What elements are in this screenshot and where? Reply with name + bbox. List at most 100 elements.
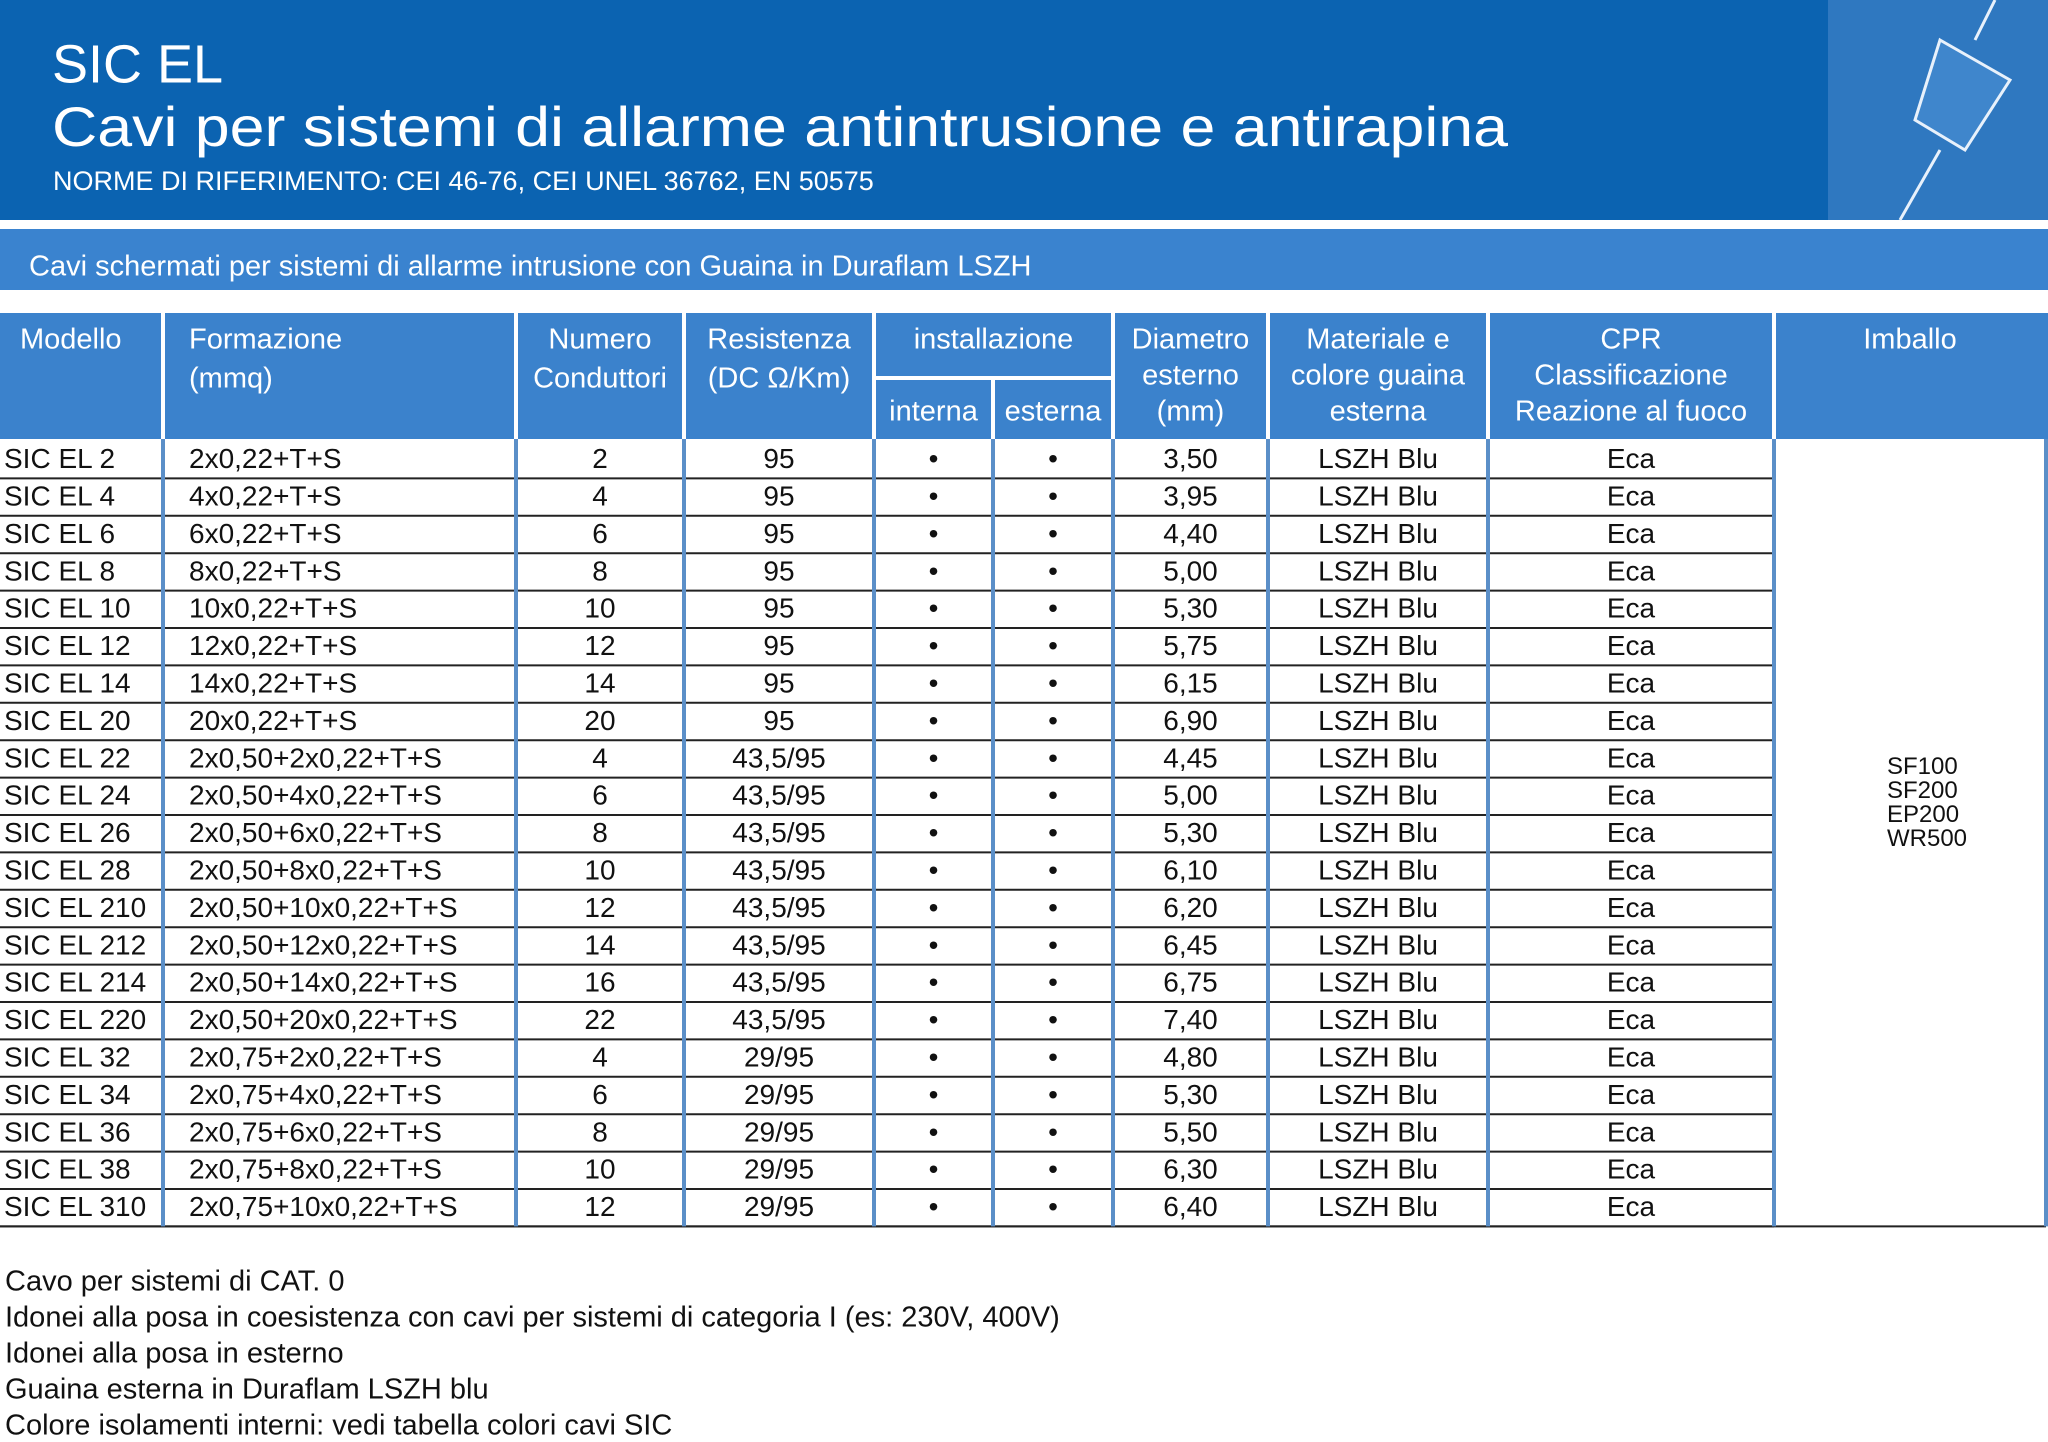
title: SIC EL [52,34,223,94]
cell: • [1048,518,1058,549]
cell: 4 [592,1041,608,1072]
cell: 6,10 [1163,854,1218,885]
cell: SIC EL 214 [4,967,146,998]
cell: 6,90 [1163,705,1218,736]
header-cell: interna [889,396,979,428]
cell: 5,30 [1163,593,1218,624]
cell: Eca [1607,1004,1656,1035]
cell: 12 [584,1191,615,1222]
cell: 95 [763,630,794,661]
cell: • [929,929,939,960]
note: Idonei alla posa in coesistenza con cavi… [5,1302,1060,1334]
cell: 10x0,22+T+S [189,593,357,624]
cell: • [1048,705,1058,736]
cell: 43,5/95 [732,892,825,923]
cell: SIC EL 210 [4,892,146,923]
cell: 5,50 [1163,1116,1218,1147]
cell: • [929,705,939,736]
cell: 10 [584,593,615,624]
cell: Eca [1607,1041,1656,1072]
cell: • [1048,443,1058,474]
cell: Eca [1607,518,1656,549]
cell: LSZH Blu [1318,480,1438,511]
cell: LSZH Blu [1318,1154,1438,1185]
cell: 2x0,50+20x0,22+T+S [189,1004,458,1035]
cell: 8 [592,1116,608,1147]
header-cell: esterna [1330,396,1428,428]
cell: 95 [763,443,794,474]
cell: Eca [1607,892,1656,923]
packaging: SF100 [1887,753,1958,780]
cell: Eca [1607,593,1656,624]
header-cell: Formazione [189,324,342,356]
cell: LSZH Blu [1318,817,1438,848]
cell: 2x0,50+8x0,22+T+S [189,854,442,885]
cable-icon [1898,0,2013,221]
cell: Eca [1607,630,1656,661]
packaging: WR500 [1887,825,1967,852]
cell: 4 [592,742,608,773]
cell: LSZH Blu [1318,518,1438,549]
cell: 4,40 [1163,518,1218,549]
cell: LSZH Blu [1318,929,1438,960]
cell: LSZH Blu [1318,1004,1438,1035]
cell: • [1048,1191,1058,1222]
cell: LSZH Blu [1318,667,1438,698]
cell: • [1048,555,1058,586]
cell: Eca [1607,1191,1656,1222]
header-cell: Conduttori [533,363,667,395]
cell: SIC EL 14 [4,667,131,698]
cell: 6,75 [1163,967,1218,998]
cell: • [1048,480,1058,511]
header-cell: Materiale e [1306,324,1449,356]
cell: • [1048,593,1058,624]
cell: SIC EL 22 [4,742,131,773]
header-cell: Imballo [1863,324,1957,356]
cell: 14 [584,667,615,698]
cell: 2x0,50+14x0,22+T+S [189,967,458,998]
cell: 6,40 [1163,1191,1218,1222]
cell: 43,5/95 [732,742,825,773]
header-cell: Resistenza [707,324,851,356]
section-band [0,229,2048,290]
cell: 29/95 [744,1041,814,1072]
cell: Eca [1607,667,1656,698]
cell: • [929,817,939,848]
cell: 20x0,22+T+S [189,705,357,736]
cell: SIC EL 26 [4,817,131,848]
cell: • [929,667,939,698]
cell: • [929,630,939,661]
cell: Eca [1607,1116,1656,1147]
header-cell: (DC Ω/Km) [708,363,851,395]
cell: 2x0,50+4x0,22+T+S [189,780,442,811]
cell: Eca [1607,1079,1656,1110]
cell: • [1048,667,1058,698]
cell: 3,50 [1163,443,1218,474]
cell: LSZH Blu [1318,742,1438,773]
cell: 2x0,75+10x0,22+T+S [189,1191,458,1222]
cell: 43,5/95 [732,817,825,848]
cell: • [929,1004,939,1035]
cell: 12x0,22+T+S [189,630,357,661]
cell: 2 [592,443,608,474]
cell: 2x0,75+2x0,22+T+S [189,1041,442,1072]
cell: 6 [592,518,608,549]
cell: 7,40 [1163,1004,1218,1035]
cell: • [929,967,939,998]
cell: • [929,480,939,511]
cell: 95 [763,480,794,511]
header-cell: installazione [914,324,1074,356]
cell: LSZH Blu [1318,780,1438,811]
cell: 29/95 [744,1191,814,1222]
cell: 43,5/95 [732,929,825,960]
cell: 12 [584,892,615,923]
cell: Eca [1607,742,1656,773]
cell: SIC EL 34 [4,1079,131,1110]
cell: LSZH Blu [1318,593,1438,624]
cell: 95 [763,667,794,698]
cell: LSZH Blu [1318,854,1438,885]
cell: 2x0,75+4x0,22+T+S [189,1079,442,1110]
cell: 43,5/95 [732,1004,825,1035]
cell: 43,5/95 [732,967,825,998]
